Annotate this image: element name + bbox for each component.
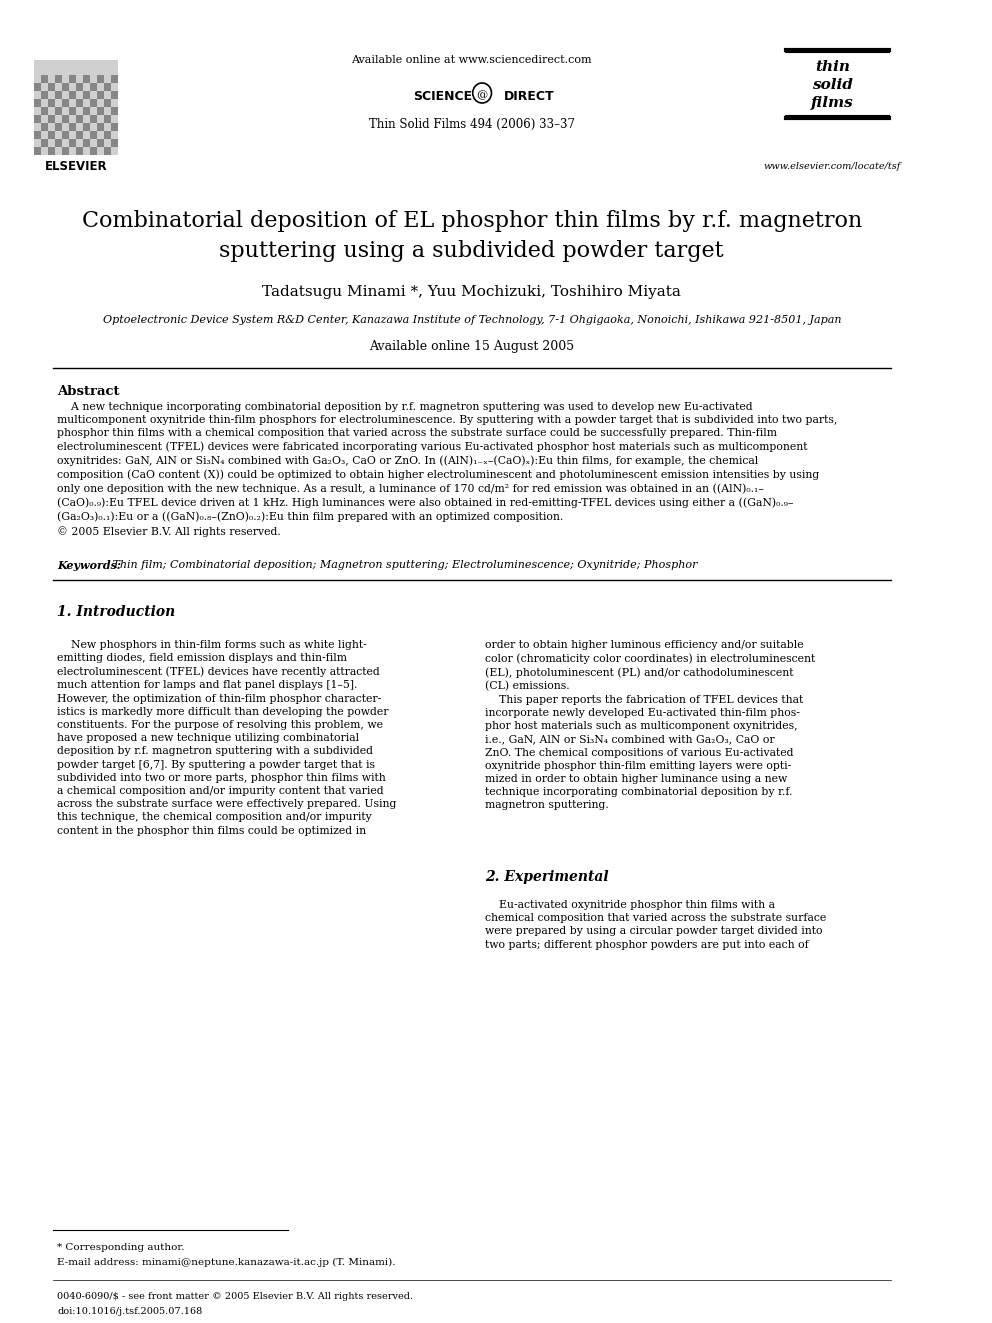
- FancyBboxPatch shape: [55, 139, 62, 147]
- FancyBboxPatch shape: [62, 115, 69, 123]
- Text: Thin film; Combinatorial deposition; Magnetron sputtering; Electroluminescence; : Thin film; Combinatorial deposition; Mag…: [109, 560, 697, 570]
- FancyBboxPatch shape: [83, 139, 90, 147]
- FancyBboxPatch shape: [62, 83, 69, 91]
- FancyBboxPatch shape: [41, 123, 48, 131]
- FancyBboxPatch shape: [76, 83, 83, 91]
- FancyBboxPatch shape: [48, 83, 55, 91]
- FancyBboxPatch shape: [97, 123, 104, 131]
- FancyBboxPatch shape: [34, 99, 41, 107]
- FancyBboxPatch shape: [69, 107, 76, 115]
- Text: sputtering using a subdivided powder target: sputtering using a subdivided powder tar…: [219, 239, 724, 262]
- FancyBboxPatch shape: [97, 139, 104, 147]
- FancyBboxPatch shape: [83, 107, 90, 115]
- FancyBboxPatch shape: [76, 147, 83, 155]
- Text: Combinatorial deposition of EL phosphor thin films by r.f. magnetron: Combinatorial deposition of EL phosphor …: [81, 210, 862, 232]
- Text: Eu-activated oxynitride phosphor thin films with a
chemical composition that var: Eu-activated oxynitride phosphor thin fi…: [485, 900, 826, 950]
- Text: ELSEVIER: ELSEVIER: [45, 160, 107, 173]
- Text: Available online 15 August 2005: Available online 15 August 2005: [369, 340, 574, 353]
- FancyBboxPatch shape: [76, 131, 83, 139]
- FancyBboxPatch shape: [76, 99, 83, 107]
- FancyBboxPatch shape: [83, 123, 90, 131]
- FancyBboxPatch shape: [104, 83, 111, 91]
- FancyBboxPatch shape: [34, 147, 41, 155]
- FancyBboxPatch shape: [69, 139, 76, 147]
- FancyBboxPatch shape: [111, 139, 118, 147]
- Text: New phosphors in thin-film forms such as white light-
emitting diodes, field emi: New phosphors in thin-film forms such as…: [58, 640, 397, 836]
- FancyBboxPatch shape: [55, 75, 62, 83]
- FancyBboxPatch shape: [111, 107, 118, 115]
- Text: Tadatsugu Minami *, Yuu Mochizuki, Toshihiro Miyata: Tadatsugu Minami *, Yuu Mochizuki, Toshi…: [262, 284, 682, 299]
- FancyBboxPatch shape: [34, 83, 41, 91]
- FancyBboxPatch shape: [97, 107, 104, 115]
- Text: Optoelectronic Device System R&D Center, Kanazawa Institute of Technology, 7-1 O: Optoelectronic Device System R&D Center,…: [102, 315, 841, 325]
- FancyBboxPatch shape: [97, 91, 104, 99]
- FancyBboxPatch shape: [111, 91, 118, 99]
- Text: Thin Solid Films 494 (2006) 33–37: Thin Solid Films 494 (2006) 33–37: [369, 118, 574, 131]
- FancyBboxPatch shape: [90, 83, 97, 91]
- FancyBboxPatch shape: [41, 91, 48, 99]
- FancyBboxPatch shape: [69, 123, 76, 131]
- FancyBboxPatch shape: [97, 75, 104, 83]
- FancyBboxPatch shape: [90, 147, 97, 155]
- Text: solid: solid: [812, 78, 853, 93]
- Text: films: films: [811, 97, 854, 110]
- Text: 2. Experimental: 2. Experimental: [485, 871, 608, 884]
- FancyBboxPatch shape: [83, 75, 90, 83]
- FancyBboxPatch shape: [34, 115, 41, 123]
- FancyBboxPatch shape: [62, 147, 69, 155]
- FancyBboxPatch shape: [48, 131, 55, 139]
- FancyBboxPatch shape: [41, 107, 48, 115]
- Text: DIRECT: DIRECT: [504, 90, 555, 103]
- FancyBboxPatch shape: [41, 75, 48, 83]
- FancyBboxPatch shape: [48, 115, 55, 123]
- FancyBboxPatch shape: [34, 60, 118, 155]
- FancyBboxPatch shape: [90, 99, 97, 107]
- FancyBboxPatch shape: [83, 91, 90, 99]
- FancyBboxPatch shape: [69, 75, 76, 83]
- FancyBboxPatch shape: [34, 131, 41, 139]
- FancyBboxPatch shape: [62, 99, 69, 107]
- FancyBboxPatch shape: [48, 147, 55, 155]
- FancyBboxPatch shape: [76, 115, 83, 123]
- Text: 0040-6090/$ - see front matter © 2005 Elsevier B.V. All rights reserved.: 0040-6090/$ - see front matter © 2005 El…: [58, 1293, 414, 1301]
- Text: 1. Introduction: 1. Introduction: [58, 605, 176, 619]
- FancyBboxPatch shape: [90, 115, 97, 123]
- FancyBboxPatch shape: [111, 123, 118, 131]
- FancyBboxPatch shape: [55, 123, 62, 131]
- Text: thin: thin: [815, 60, 850, 74]
- FancyBboxPatch shape: [111, 75, 118, 83]
- FancyBboxPatch shape: [69, 91, 76, 99]
- Text: doi:10.1016/j.tsf.2005.07.168: doi:10.1016/j.tsf.2005.07.168: [58, 1307, 202, 1316]
- Text: www.elsevier.com/locate/tsf: www.elsevier.com/locate/tsf: [764, 161, 902, 171]
- FancyBboxPatch shape: [104, 147, 111, 155]
- Text: Keywords:: Keywords:: [58, 560, 121, 572]
- FancyBboxPatch shape: [62, 131, 69, 139]
- Text: * Corresponding author.: * Corresponding author.: [58, 1244, 185, 1252]
- FancyBboxPatch shape: [90, 131, 97, 139]
- FancyBboxPatch shape: [104, 99, 111, 107]
- Text: Available online at www.sciencedirect.com: Available online at www.sciencedirect.co…: [351, 56, 592, 65]
- FancyBboxPatch shape: [48, 99, 55, 107]
- FancyBboxPatch shape: [55, 91, 62, 99]
- FancyBboxPatch shape: [55, 107, 62, 115]
- Text: Abstract: Abstract: [58, 385, 120, 398]
- Text: A new technique incorporating combinatorial deposition by r.f. magnetron sputter: A new technique incorporating combinator…: [58, 402, 838, 537]
- FancyBboxPatch shape: [41, 139, 48, 147]
- Text: @: @: [476, 90, 488, 101]
- Text: SCIENCE: SCIENCE: [413, 90, 472, 103]
- FancyBboxPatch shape: [104, 115, 111, 123]
- Text: order to obtain higher luminous efficiency and/or suitable
color (chromaticity c: order to obtain higher luminous efficien…: [485, 640, 815, 811]
- Text: E-mail address: minami@neptune.kanazawa-it.ac.jp (T. Minami).: E-mail address: minami@neptune.kanazawa-…: [58, 1258, 396, 1267]
- FancyBboxPatch shape: [104, 131, 111, 139]
